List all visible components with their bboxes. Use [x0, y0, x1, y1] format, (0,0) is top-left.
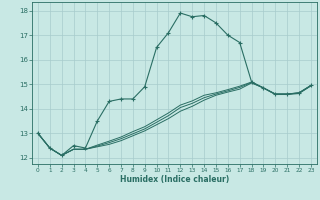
- X-axis label: Humidex (Indice chaleur): Humidex (Indice chaleur): [120, 175, 229, 184]
